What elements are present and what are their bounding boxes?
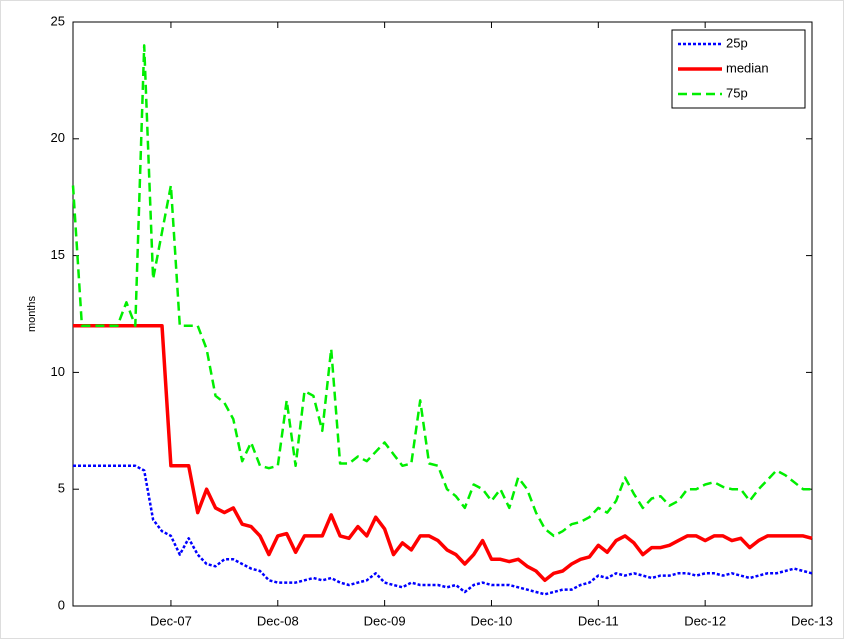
y-tick-label: 10 xyxy=(51,364,65,379)
x-tick-label: Dec-08 xyxy=(257,613,299,628)
legend-label: 75p xyxy=(726,85,748,100)
x-tick-label: Dec-10 xyxy=(471,613,513,628)
x-tick-label: Dec-07 xyxy=(150,613,192,628)
y-tick-label: 15 xyxy=(51,247,65,262)
series-line xyxy=(71,44,812,538)
y-tick-label: 0 xyxy=(58,597,65,612)
plot-area xyxy=(72,21,813,607)
series-line xyxy=(73,323,813,583)
x-tick-label: Dec-13 xyxy=(791,613,833,628)
y-tick-label: 20 xyxy=(51,130,65,145)
legend-label: 25p xyxy=(726,35,748,50)
x-tick-label: Dec-09 xyxy=(364,613,406,628)
y-axis-label: months xyxy=(26,295,38,332)
x-tick-label: Dec-11 xyxy=(578,613,619,628)
series-line xyxy=(73,464,813,596)
legend-label: median xyxy=(726,60,769,75)
y-tick-label: 25 xyxy=(51,13,65,28)
y-tick-label: 5 xyxy=(58,481,65,496)
x-tick-label: Dec-12 xyxy=(684,613,726,628)
